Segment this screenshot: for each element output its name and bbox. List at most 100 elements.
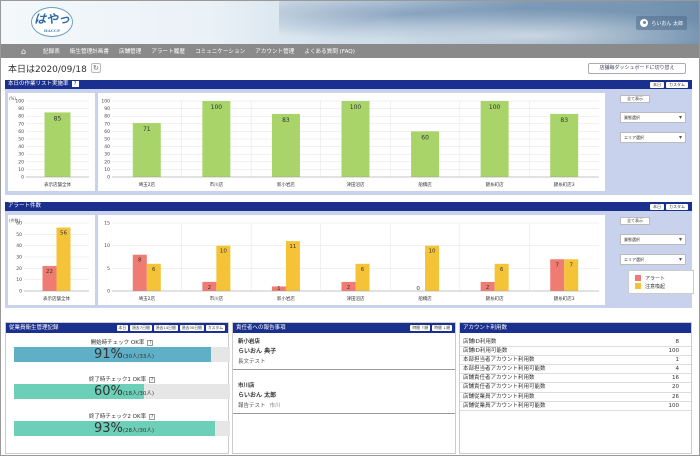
alert-show-all-button[interactable]: 全て表示 bbox=[620, 217, 650, 225]
data-label: 83 bbox=[282, 117, 290, 124]
check-rate-value: 91%(30人/33人) bbox=[94, 347, 154, 365]
data-label: 10 bbox=[429, 249, 436, 255]
y-tick-label: 40 bbox=[104, 144, 110, 150]
alert-legend: アラート 注意喚起 bbox=[628, 270, 694, 294]
check-label-text: 終了時チェック1 OK率 bbox=[88, 377, 147, 383]
y-tick-label: 0 bbox=[107, 175, 110, 181]
task-today-button[interactable]: 本日 bbox=[650, 81, 664, 88]
task-show-all-button[interactable]: 全て表示 bbox=[620, 95, 650, 103]
data-label: 71 bbox=[143, 126, 151, 133]
check-label-text: 終了時チェック2 OK率 bbox=[88, 414, 147, 420]
y-tick-label: 50 bbox=[18, 137, 24, 143]
bar-caution bbox=[494, 263, 509, 291]
header-banner: はやっ HACCP らいおん 太郎 bbox=[1, 1, 699, 44]
bar-alert bbox=[480, 281, 495, 291]
bar bbox=[271, 113, 300, 177]
y-tick-label: 20 bbox=[104, 159, 110, 165]
logo-subtext: HACCP bbox=[43, 28, 61, 33]
help-icon[interactable]: ? bbox=[147, 339, 154, 346]
data-label: 100 bbox=[211, 104, 223, 111]
account-label: 店舗ID利用可能数 bbox=[463, 348, 508, 355]
y-tick-label: 20 bbox=[16, 266, 22, 272]
sort-time-asc-button[interactable]: 時間 ↑順 bbox=[410, 325, 431, 331]
bar-alert bbox=[42, 266, 57, 291]
data-label: 100 bbox=[350, 104, 362, 111]
x-tick-label: 船橋店 bbox=[418, 295, 432, 302]
y-tick-label: 20 bbox=[18, 159, 24, 165]
bar bbox=[202, 101, 231, 177]
check-rate-percent: 91% bbox=[94, 347, 123, 362]
data-label: 60 bbox=[421, 134, 429, 141]
task-panel: (%) 0 10 20 30 40 50 60 70 80 90 100 表示店舗全体 85 0 10 20 3… bbox=[5, 89, 692, 195]
y-tick-label: 90 bbox=[18, 106, 24, 112]
bar bbox=[550, 113, 579, 177]
report-entry[interactable]: 新小岩店 らいおん 典子 長文テスト bbox=[233, 337, 455, 372]
nav-item-communication[interactable]: コミュニケーション bbox=[194, 49, 246, 55]
y-tick-label: 80 bbox=[104, 114, 110, 120]
x-tick-label: 表示店舗全体 bbox=[44, 181, 71, 188]
alert-today-button[interactable]: 本日 bbox=[650, 203, 664, 210]
account-value: 8 bbox=[675, 339, 680, 345]
nav-item-alert-history[interactable]: アラート履歴 bbox=[151, 49, 185, 55]
help-icon[interactable]: ? bbox=[71, 80, 79, 87]
y-tick-label: 15 bbox=[104, 221, 110, 227]
help-icon[interactable]: ? bbox=[149, 413, 156, 420]
bar bbox=[341, 101, 370, 177]
app-logo[interactable]: はやっ HACCP bbox=[31, 7, 73, 37]
alert-custom-button[interactable]: カスタム bbox=[666, 203, 688, 210]
hygiene-today-button[interactable]: 本日 bbox=[116, 325, 129, 331]
hygiene-title: 従業員衛生管理記録 bbox=[9, 325, 59, 331]
nav-item-faq[interactable]: よくある質問 (FAQ) bbox=[304, 49, 355, 55]
nav-item-hygiene-plan[interactable]: 衛生管理計画書 bbox=[69, 49, 109, 55]
check-rate-label: 終了時チェック1 OK率? bbox=[14, 376, 230, 384]
refresh-icon[interactable]: ↻ bbox=[90, 63, 101, 73]
hygiene-30days-button[interactable]: 過去30日間 bbox=[179, 325, 204, 331]
switch-dashboard-button[interactable]: 店舗毎ダッシュボードに切り替え bbox=[588, 63, 686, 74]
reports-panel: 責任者への報告事項 時間 ↑順 時間 ↓順 新小岩店 らいおん 典子 長文テスト… bbox=[232, 322, 456, 454]
check-rate-label: 終了時チェック2 OK率? bbox=[14, 413, 230, 421]
x-tick-label: 船橋店 bbox=[418, 181, 432, 188]
sort-time-desc-button[interactable]: 時間 ↓順 bbox=[432, 325, 452, 331]
report-entry[interactable]: 市川店 らいおん 太郎 報告テスト 市川 bbox=[233, 381, 455, 416]
y-tick-label: 10 bbox=[104, 243, 110, 249]
hygiene-7days-button[interactable]: 過去7日間 bbox=[130, 325, 152, 331]
account-row: 本部担当者アカウント利用可能数 4 bbox=[460, 365, 691, 375]
x-tick-label: 津田沼店 bbox=[347, 181, 365, 188]
account-label: 本部担当者アカウント利用数 bbox=[463, 357, 535, 364]
nav-item-records[interactable]: 記録表 bbox=[43, 49, 60, 55]
data-label: 0 bbox=[416, 286, 420, 292]
legend-label-alert: アラート bbox=[645, 275, 666, 282]
hygiene-14days-button[interactable]: 過去14日間 bbox=[153, 325, 178, 331]
alert-overall-svg: (件数) 0 10 20 30 40 50 60 表示店舗全体 22 56 bbox=[9, 217, 89, 302]
task-business-select[interactable]: 業態選択 bbox=[620, 112, 686, 123]
home-icon[interactable]: ⌂ bbox=[21, 46, 27, 56]
nav-item-store-management[interactable]: 店舗管理 bbox=[118, 49, 142, 55]
nav-item-account-management[interactable]: アカウント管理 bbox=[255, 49, 295, 55]
check-rate-bar: 60%(18人/30人) bbox=[14, 384, 230, 399]
check-rate-fill bbox=[14, 347, 211, 362]
check-rate-percent: 93% bbox=[94, 421, 123, 436]
x-tick-label: 新小岩店 bbox=[277, 181, 295, 188]
data-label: 10 bbox=[220, 249, 227, 255]
x-tick-label: 錦糸町店 bbox=[486, 295, 504, 302]
alert-panel: (件数) 0 10 20 30 40 50 60 表示店舗全体 22 56 0 5 10 15 埼玉2店 市川… bbox=[5, 211, 692, 308]
task-custom-button[interactable]: カスタム bbox=[666, 81, 688, 88]
user-menu[interactable]: らいおん 太郎 bbox=[636, 16, 687, 30]
y-tick-label: 60 bbox=[104, 129, 110, 135]
task-area-select[interactable]: エリア選択 bbox=[620, 132, 686, 143]
y-tick-label: 30 bbox=[104, 152, 110, 158]
alert-business-select[interactable]: 業態選択 bbox=[620, 234, 686, 245]
check-rate-fill bbox=[14, 421, 215, 436]
date-row: 本日は2020/09/18 ↻ bbox=[8, 62, 101, 75]
check-rate-value: 60%(18人/30人) bbox=[94, 384, 154, 402]
account-label: 店舗従業員アカウント利用数 bbox=[463, 393, 535, 400]
account-value: 1 bbox=[675, 357, 680, 364]
data-label: 11 bbox=[289, 244, 296, 250]
alert-area-select[interactable]: エリア選択 bbox=[620, 254, 686, 265]
help-icon[interactable]: ? bbox=[149, 376, 156, 383]
report-divider bbox=[233, 369, 455, 370]
check-rate-item: 終了時チェック2 OK率? 93%(28人/30人) bbox=[14, 413, 230, 436]
hygiene-custom-button[interactable]: カスタム bbox=[205, 325, 225, 331]
check-label-text: 開始時チェック OK率 bbox=[90, 340, 145, 346]
accounts-header: アカウント利用数 bbox=[460, 323, 691, 333]
